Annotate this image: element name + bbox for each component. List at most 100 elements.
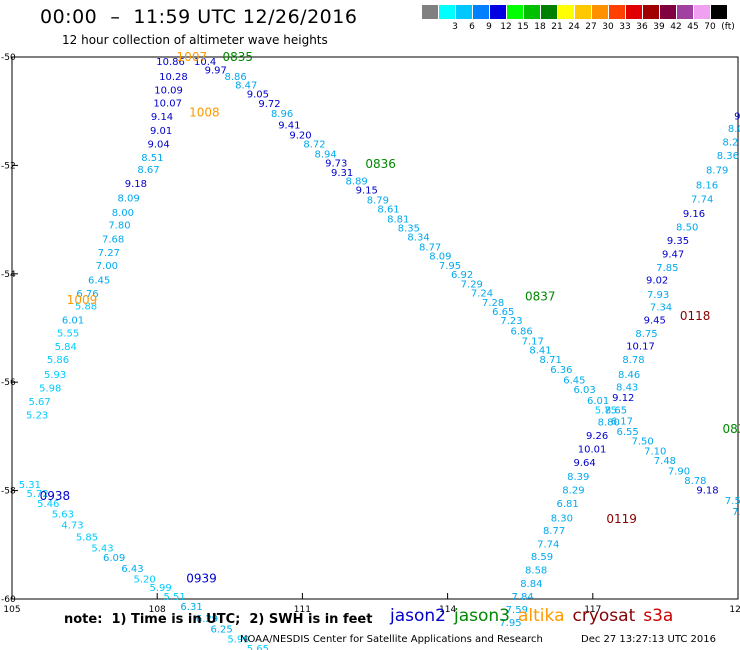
- color-scale-swatch: [694, 5, 710, 19]
- wave-height-value: 6.25: [210, 625, 232, 636]
- chart-title: 00:00 – 11:59 UTC 12/26/2016: [40, 6, 358, 28]
- y-tick-label: -52: [1, 161, 16, 171]
- color-scale-swatch: [439, 5, 455, 19]
- wave-height-value: 5.63: [52, 510, 74, 521]
- wave-height-value: 8.16: [696, 181, 718, 192]
- wave-height-value: 7.90: [668, 466, 690, 477]
- wave-height-value: 5.86: [47, 355, 69, 366]
- pass-time-label: 0118: [680, 309, 711, 323]
- y-tick-label: -56: [1, 378, 16, 388]
- wave-height-value: 9.16: [683, 209, 705, 220]
- wave-height-value: 8.09: [429, 252, 451, 263]
- color-scale-swatch: [677, 5, 693, 19]
- wave-height-value: 7.: [732, 507, 740, 518]
- pass-time-label: 1007: [177, 50, 208, 64]
- wave-height-value: 6.17: [611, 416, 633, 427]
- footer-note: note: 1) Time is in UTC; 2) SWH is in fe…: [64, 612, 373, 627]
- wave-height-value: 9.41: [278, 121, 300, 132]
- wave-height-value: 8.39: [567, 472, 589, 483]
- color-scale-label: 9: [486, 22, 492, 32]
- wave-height-value: 9.97: [205, 65, 227, 76]
- color-scale-label: 27: [585, 22, 597, 32]
- pass-time-label: 0939: [186, 571, 217, 585]
- wave-height-value: 5.67: [28, 397, 50, 408]
- wave-height-value: 7.27: [98, 248, 120, 259]
- legend-entry-cryosat: cryosat: [572, 606, 636, 626]
- wave-height-points: 10.86 10.28 10.09 10.07 9.14 9.01 9.04 8.518.67…: [19, 57, 740, 650]
- wave-height-value: 7.93: [647, 290, 669, 301]
- wave-height-value: 6.29: [196, 614, 218, 625]
- wave-height-value: 5.85: [76, 532, 98, 543]
- wave-height-value: 8.61: [377, 205, 399, 216]
- color-scale-label: 15: [517, 22, 529, 32]
- x-tick-label: 111: [294, 605, 311, 615]
- wave-height-value: 8.34: [407, 233, 429, 244]
- wave-height-value: 6.45: [563, 375, 585, 386]
- color-scale-label: 45: [687, 22, 699, 32]
- wave-height-value: 8.00: [112, 208, 134, 219]
- wave-height-value: 10.28: [159, 72, 188, 83]
- pass-time-label: 0835: [223, 50, 254, 64]
- pass-time-label: 0837: [525, 290, 556, 304]
- color-scale-label: 33: [619, 22, 631, 32]
- wave-height-value: 6.03: [573, 385, 595, 396]
- wave-height-value: 7.29: [461, 279, 483, 290]
- wave-height-value: 9.05: [247, 90, 269, 101]
- wave-height-value: 9.31: [331, 168, 353, 179]
- wave-height-value: 5.99: [149, 583, 171, 594]
- wave-height-value: 8.80: [598, 418, 620, 429]
- wave-height-value: 5.51: [163, 592, 185, 603]
- wave-height-value: 5.93: [44, 370, 66, 381]
- wave-height-value: 8.67: [137, 165, 159, 176]
- wave-height-value: 6.01: [62, 316, 84, 327]
- color-scale-swatch: [711, 5, 727, 19]
- wave-height-value: 6.09: [103, 553, 125, 564]
- wave-height-value: 8.75: [635, 329, 657, 340]
- wave-height-value: 7.74: [537, 540, 559, 551]
- color-scale-label: 21: [551, 22, 563, 32]
- color-scale-unit: (ft): [721, 22, 735, 32]
- wave-height-value: 9.47: [662, 250, 684, 261]
- wave-height-value: 8.43: [616, 382, 638, 393]
- wave-height-value: 6.55: [617, 427, 639, 438]
- mission-legend: jason2 jason3 altika cryosat s3a: [390, 606, 681, 626]
- wave-height-value: 6.65: [492, 307, 514, 318]
- color-scale-swatch: [541, 5, 557, 19]
- wave-height-value: 9.12: [612, 393, 634, 404]
- wave-height-value: 5.99: [227, 634, 249, 645]
- wave-height-value: 6.36: [550, 365, 572, 376]
- wave-height-value: 8.86: [224, 72, 246, 83]
- color-scale-label: 42: [670, 22, 682, 32]
- wave-height-value: 8.35: [398, 224, 420, 235]
- pass-time-labels: 1007 0835 1008 0836 1009 0837 0838 0938 0939 0119…: [40, 50, 740, 585]
- wave-height-value: 6.81: [557, 499, 579, 510]
- wave-height-value: 8.46: [618, 370, 640, 381]
- wave-height-value: 9.35: [667, 236, 689, 247]
- y-tick-label: -58: [1, 487, 16, 497]
- pass-time-label: 1008: [189, 105, 220, 119]
- wave-height-value: 9.02: [646, 276, 668, 287]
- wave-height-value: 7.34: [650, 303, 672, 314]
- y-tick-label: -54: [1, 270, 16, 280]
- wave-height-value: 8.78: [684, 476, 706, 487]
- wave-height-value: 10.07: [153, 98, 182, 109]
- wave-height-value: 6.31: [180, 602, 202, 613]
- wave-height-value: 8.72: [303, 140, 325, 151]
- wave-height-value: 5.20: [133, 575, 155, 586]
- generation-timestamp: Dec 27 13:27:13 UTC 2016: [581, 634, 716, 645]
- wave-height-value: 7.50: [725, 496, 740, 507]
- wave-height-value: 6.76: [76, 289, 98, 300]
- x-tick-label: 114: [439, 605, 456, 615]
- wave-height-value: 7.00: [96, 261, 118, 272]
- wave-height-value: 9.14: [151, 112, 173, 123]
- wave-height-value: 8.30: [551, 513, 573, 524]
- wave-height-value: 5.23: [26, 411, 48, 422]
- color-scale-swatch: [592, 5, 608, 19]
- wave-height-value: 7.85: [656, 263, 678, 274]
- wave-height-value: 9.45: [644, 316, 666, 327]
- wave-height-value: 8.79: [706, 166, 728, 177]
- wave-height-value: 5.72: [27, 489, 49, 500]
- color-scale-label: 70: [704, 22, 716, 32]
- x-tick-label: 108: [149, 605, 166, 615]
- y-tick-label: -60: [1, 595, 16, 605]
